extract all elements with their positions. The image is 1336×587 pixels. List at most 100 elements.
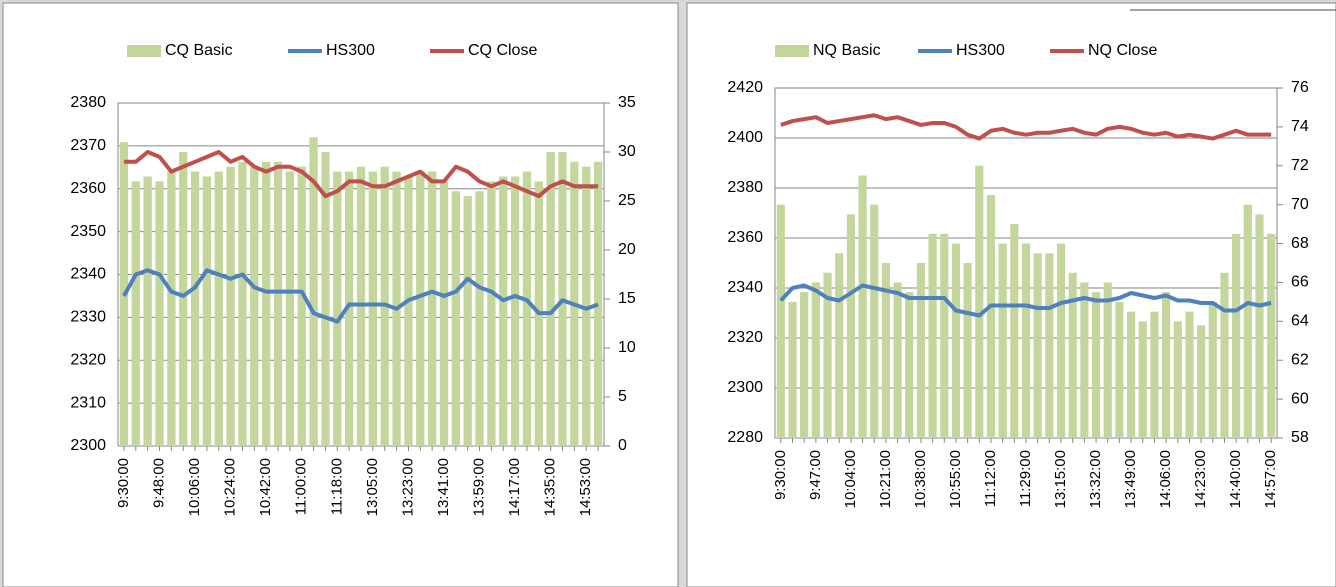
bar bbox=[905, 292, 914, 438]
bar bbox=[1255, 214, 1264, 438]
x-tick-label: 10:55:00 bbox=[947, 450, 964, 508]
x-tick-label: 9:30:00 bbox=[115, 458, 132, 508]
x-tick-label: 13:49:00 bbox=[1122, 450, 1139, 508]
x-tick-label: 13:23:00 bbox=[399, 458, 416, 516]
y-tick-label: 2340 bbox=[70, 266, 106, 283]
bar bbox=[510, 176, 520, 446]
y2-tick-label: 60 bbox=[1291, 390, 1309, 407]
bar bbox=[167, 171, 176, 446]
x-tick-label: 11:18:00 bbox=[328, 458, 345, 515]
y2-tick-label: 15 bbox=[618, 290, 636, 307]
bar bbox=[1185, 311, 1194, 438]
x-tick-label: 10:42:00 bbox=[257, 458, 274, 516]
bar bbox=[1091, 292, 1101, 438]
bar bbox=[404, 176, 413, 446]
bar bbox=[297, 166, 306, 446]
bar bbox=[179, 152, 188, 446]
x-tick-label: 13:41:00 bbox=[435, 458, 452, 516]
bar bbox=[321, 152, 330, 446]
legend-label: NQ Close bbox=[1088, 42, 1157, 59]
y-tick-label: 2280 bbox=[727, 429, 763, 446]
y2-tick-label: 76 bbox=[1291, 79, 1309, 96]
bar bbox=[439, 181, 449, 446]
bar bbox=[951, 243, 961, 438]
y-tick-label: 2420 bbox=[727, 79, 763, 96]
bar bbox=[1103, 282, 1112, 438]
bar bbox=[975, 165, 984, 438]
x-tick-label: 10:24:00 bbox=[222, 458, 239, 516]
x-tick-label: 13:32:00 bbox=[1087, 450, 1104, 508]
bar bbox=[870, 204, 879, 438]
x-tick-label: 14:06:00 bbox=[1157, 450, 1174, 508]
bar bbox=[131, 181, 140, 446]
bar bbox=[811, 282, 820, 438]
y2-tick-label: 25 bbox=[618, 192, 636, 209]
bar bbox=[522, 171, 532, 446]
y-tick-label: 2380 bbox=[727, 179, 763, 196]
bar bbox=[1126, 311, 1136, 438]
bar bbox=[309, 137, 318, 447]
bar bbox=[238, 161, 247, 447]
y-tick-label: 2360 bbox=[70, 180, 106, 197]
y2-tick-label: 72 bbox=[1291, 157, 1309, 174]
bar bbox=[1267, 233, 1276, 438]
bar bbox=[1045, 253, 1054, 438]
bar bbox=[986, 194, 996, 438]
bar bbox=[1033, 253, 1042, 438]
x-tick-label: 10:04:00 bbox=[842, 450, 859, 508]
legend-label: CQ Basic bbox=[165, 42, 233, 59]
bar bbox=[546, 152, 555, 446]
x-tick-label: 14:17:00 bbox=[506, 458, 523, 516]
line-series bbox=[780, 113, 1272, 141]
x-tick-label: 9:30:00 bbox=[772, 450, 789, 500]
bar bbox=[333, 171, 342, 446]
bar bbox=[344, 171, 354, 446]
bar bbox=[1115, 301, 1124, 438]
x-tick-label: 10:38:00 bbox=[912, 450, 929, 508]
x-tick-label: 14:35:00 bbox=[542, 458, 559, 516]
bar bbox=[1173, 321, 1182, 438]
line-series bbox=[122, 268, 599, 324]
bar bbox=[788, 301, 797, 438]
y2-tick-label: 66 bbox=[1291, 274, 1309, 291]
legend-swatch bbox=[127, 45, 161, 57]
legend-label: CQ Close bbox=[468, 42, 537, 59]
y-tick-label: 2300 bbox=[727, 379, 763, 396]
bar bbox=[881, 263, 890, 438]
bar bbox=[823, 272, 832, 438]
bar bbox=[368, 171, 378, 446]
bar bbox=[1197, 325, 1206, 438]
x-tick-label: 9:47:00 bbox=[807, 450, 824, 500]
y-tick-label: 2320 bbox=[70, 351, 106, 368]
bar bbox=[190, 171, 200, 446]
bar bbox=[226, 166, 235, 446]
bar bbox=[273, 161, 283, 447]
y2-tick-label: 70 bbox=[1291, 196, 1309, 213]
x-tick-label: 11:00:00 bbox=[293, 458, 310, 515]
legend-label: HS300 bbox=[956, 42, 1005, 59]
bar bbox=[800, 292, 809, 438]
bar bbox=[285, 171, 295, 446]
x-tick-label: 13:59:00 bbox=[471, 458, 488, 516]
x-tick-label: 9:48:00 bbox=[150, 458, 167, 508]
y2-tick-label: 68 bbox=[1291, 235, 1309, 252]
bar bbox=[963, 263, 972, 438]
x-tick-label: 13:05:00 bbox=[364, 458, 381, 516]
bar bbox=[1150, 311, 1159, 438]
legend-label: HS300 bbox=[326, 42, 375, 59]
y-tick-label: 2350 bbox=[70, 223, 106, 240]
x-tick-label: 10:06:00 bbox=[186, 458, 203, 516]
bar bbox=[1010, 224, 1019, 438]
bar bbox=[776, 204, 785, 438]
bar bbox=[846, 214, 855, 438]
y-tick-label: 2300 bbox=[70, 437, 106, 454]
bar bbox=[214, 171, 223, 446]
bar bbox=[1243, 204, 1252, 438]
bar bbox=[499, 176, 508, 446]
bar bbox=[940, 233, 949, 438]
bar bbox=[1080, 282, 1089, 438]
bar bbox=[582, 166, 591, 446]
bar bbox=[858, 175, 867, 438]
y2-tick-label: 20 bbox=[618, 241, 636, 258]
